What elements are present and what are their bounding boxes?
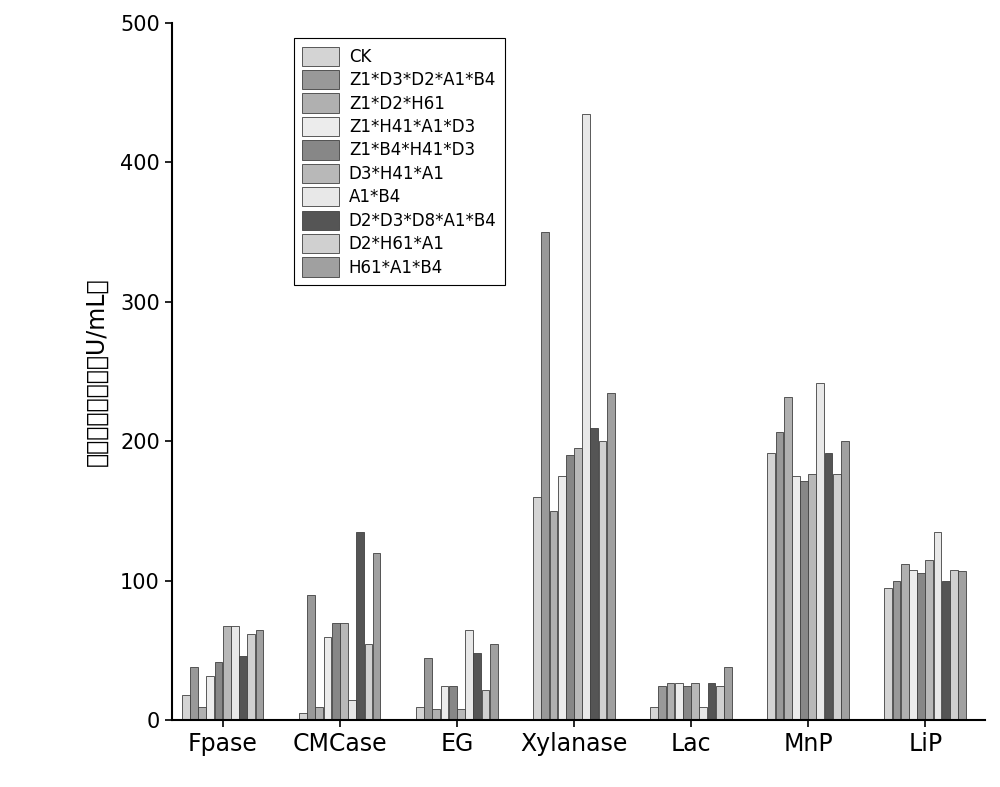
Bar — [533, 497, 541, 720]
Bar — [340, 623, 348, 720]
Bar — [256, 630, 263, 720]
Bar — [441, 685, 448, 720]
Bar — [650, 707, 658, 720]
Bar — [699, 707, 707, 720]
Bar — [365, 644, 372, 720]
Bar — [658, 685, 666, 720]
Bar — [808, 474, 816, 720]
Bar — [792, 476, 800, 720]
Bar — [490, 644, 498, 720]
Bar — [574, 449, 582, 720]
Bar — [473, 653, 481, 720]
Legend: CK, Z1*D3*D2*A1*B4, Z1*D2*H61, Z1*H41*A1*D3, Z1*B4*H41*D3, D3*H41*A1, A1*B4, D2*: CK, Z1*D3*D2*A1*B4, Z1*D2*H61, Z1*H41*A1… — [294, 39, 505, 285]
Bar — [800, 481, 808, 720]
Bar — [893, 581, 900, 720]
Bar — [206, 676, 214, 720]
Bar — [816, 383, 824, 720]
Bar — [884, 588, 892, 720]
Bar — [942, 581, 950, 720]
Bar — [784, 397, 792, 720]
Bar — [691, 683, 699, 720]
Bar — [324, 637, 331, 720]
Bar — [566, 456, 574, 720]
Bar — [683, 685, 691, 720]
Bar — [716, 685, 724, 720]
Bar — [299, 714, 307, 720]
Bar — [590, 427, 598, 720]
Bar — [482, 689, 489, 720]
Bar — [909, 570, 917, 720]
Bar — [724, 667, 732, 720]
Bar — [667, 683, 674, 720]
Bar — [901, 564, 909, 720]
Bar — [373, 553, 380, 720]
Bar — [925, 560, 933, 720]
Bar — [776, 432, 783, 720]
Bar — [550, 512, 557, 720]
Bar — [449, 685, 457, 720]
Bar — [223, 626, 231, 720]
Bar — [541, 232, 549, 720]
Bar — [825, 453, 832, 720]
Bar — [247, 634, 255, 720]
Bar — [457, 709, 465, 720]
Bar — [356, 532, 364, 720]
Bar — [465, 630, 473, 720]
Bar — [198, 707, 206, 720]
Bar — [950, 570, 958, 720]
Bar — [558, 476, 566, 720]
Bar — [332, 623, 340, 720]
Bar — [934, 532, 941, 720]
Bar — [348, 700, 356, 720]
Bar — [958, 571, 966, 720]
Bar — [607, 393, 615, 720]
Bar — [307, 595, 315, 720]
Bar — [424, 658, 432, 720]
Bar — [231, 626, 239, 720]
Bar — [416, 707, 424, 720]
Bar — [315, 707, 323, 720]
Bar — [675, 683, 683, 720]
Bar — [708, 683, 715, 720]
Bar — [841, 442, 849, 720]
Bar — [833, 474, 841, 720]
Bar — [182, 696, 190, 720]
Bar — [599, 442, 606, 720]
Bar — [767, 453, 775, 720]
Bar — [582, 113, 590, 720]
Bar — [190, 667, 198, 720]
Y-axis label: 木质纤维素酶活（U/mL）: 木质纤维素酶活（U/mL） — [85, 277, 109, 466]
Bar — [917, 573, 925, 720]
Bar — [239, 656, 247, 720]
Bar — [432, 709, 440, 720]
Bar — [215, 662, 222, 720]
